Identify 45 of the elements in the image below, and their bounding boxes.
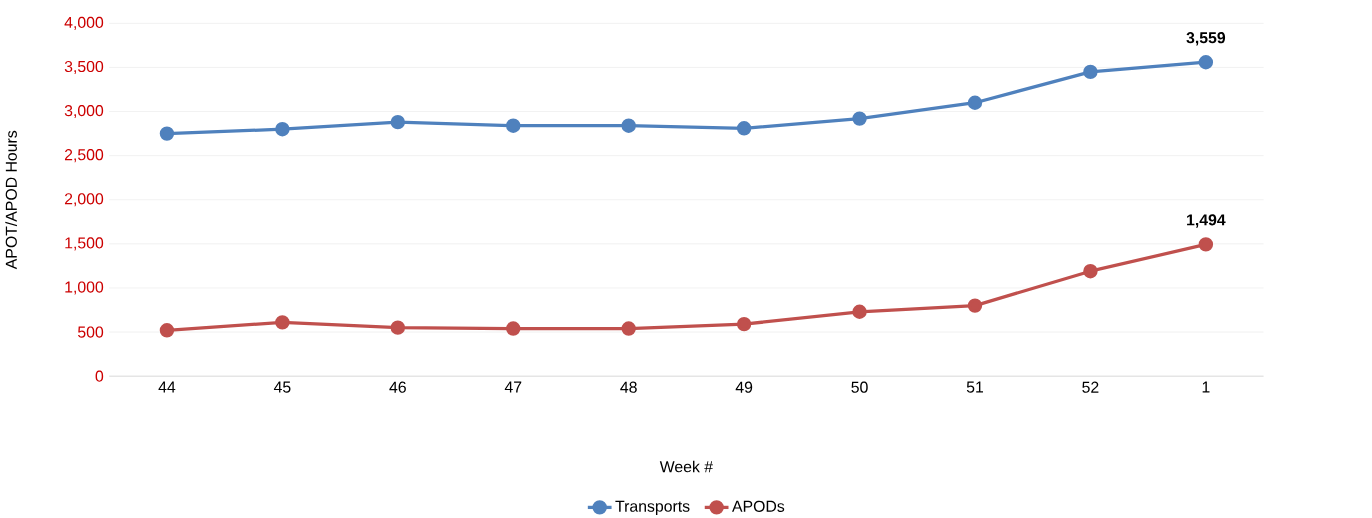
x-tick-label: 47 [504,381,522,393]
point [390,320,406,335]
data-label: 1,494 [1187,214,1226,228]
y-tick-label: 2,500 [64,149,104,163]
point [275,122,290,137]
point [1083,264,1098,279]
point [852,111,867,126]
point [1198,55,1214,70]
point [159,126,175,141]
point [506,321,521,336]
y-axis-title: APOT/APOD Hours [5,130,17,270]
point [621,321,636,336]
point [736,121,752,136]
x-tick-label: 46 [389,381,406,393]
y-tick-label: 1,500 [65,237,104,251]
y-tick-label: 2,000 [64,193,104,207]
point [967,95,983,111]
point [390,115,406,130]
legend-label: APODs [732,500,785,512]
point [621,118,636,133]
x-tick-label: 45 [273,381,291,393]
y-tick-label: 3,000 [64,105,104,119]
x-tick-label: 50 [851,381,868,393]
point [1083,64,1098,80]
x-tick-label: 51 [966,381,984,393]
y-tick-label: 3,500 [64,60,104,75]
x-axis-title: Week # [659,460,713,473]
y-tick-label: 0 [95,370,104,382]
point [159,323,175,338]
x-tick-label: 49 [735,381,753,393]
point [275,315,290,330]
point [1198,237,1214,252]
point [736,316,752,332]
x-tick-label: 48 [620,381,637,393]
x-tick-label: 1 [1202,381,1210,393]
y-tick-label: 500 [78,326,104,338]
x-tick-label: 52 [1082,381,1099,393]
y-tick-label: 4,000 [64,16,104,30]
point [967,298,983,313]
point [852,304,867,320]
data-label: 3,559 [1186,32,1226,46]
point [506,118,521,133]
x-tick-label: 44 [158,381,176,393]
y-tick-label: 1,000 [65,281,104,295]
legend-label: Transports [615,500,690,516]
